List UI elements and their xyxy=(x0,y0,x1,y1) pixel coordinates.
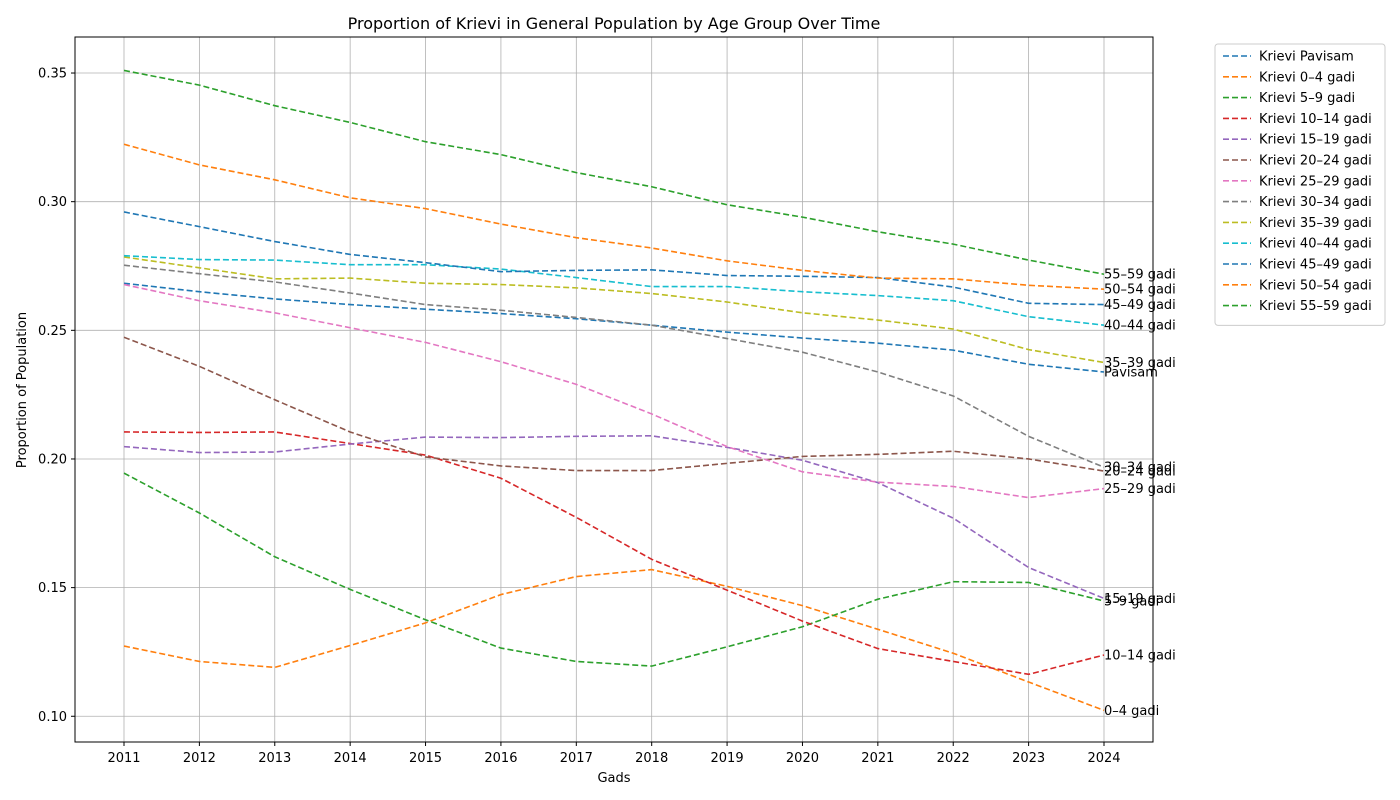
series-end-label: 35–39 gadi xyxy=(1104,356,1176,371)
legend: Krievi Pavisam Krievi 0–4 gadi Krievi 5–9 … xyxy=(1214,43,1386,326)
legend-entry: Krievi 25–29 gadi xyxy=(1259,174,1372,189)
series-layer xyxy=(123,69,1105,712)
x-tick-label: 2016 xyxy=(484,751,517,766)
x-tick-label: 2024 xyxy=(1087,751,1120,766)
y-axis-title: Proportion of Population xyxy=(15,312,30,468)
x-tick-label: 2020 xyxy=(786,751,819,766)
series-end-label: 0–4 gadi xyxy=(1104,704,1159,719)
legend-entry: Krievi 0–4 gadi xyxy=(1259,70,1355,85)
y-tick-label: 0.35 xyxy=(38,67,67,82)
legend-entry: Krievi 45–49 gadi xyxy=(1259,258,1372,273)
series-end-label: Pavisam xyxy=(1104,366,1158,381)
x-axis-title: Gads xyxy=(597,771,630,786)
series-end-label: 25–29 gadi xyxy=(1104,482,1176,497)
legend-box xyxy=(1214,43,1386,326)
legend-entry: Krievi 40–44 gadi xyxy=(1259,237,1372,252)
legend-entry: Krievi 50–54 gadi xyxy=(1259,278,1372,293)
x-tick-label: 2021 xyxy=(861,751,894,766)
legend-entry: Krievi 20–24 gadi xyxy=(1259,154,1372,169)
series-end-label: 30–34 gadi xyxy=(1104,461,1176,476)
x-tick-label: 2011 xyxy=(107,751,140,766)
y-tick-label: 0.15 xyxy=(38,581,67,596)
y-tick-label: 0.25 xyxy=(38,324,67,339)
legend-entry: Krievi 55–59 gadi xyxy=(1259,299,1372,314)
series-line xyxy=(123,256,1105,364)
series-end-label: 40–44 gadi xyxy=(1104,319,1176,334)
legend-entry: Krievi 30–34 gadi xyxy=(1259,195,1372,210)
series-line xyxy=(123,282,1105,373)
legend-entry: Krievi 35–39 gadi xyxy=(1259,216,1372,231)
series-line xyxy=(123,143,1105,290)
chart-title: Proportion of Krievi in General Populati… xyxy=(348,14,881,33)
series-end-label: 15–19 gadi xyxy=(1104,592,1176,607)
x-tick-label: 2022 xyxy=(937,751,970,766)
series-line xyxy=(123,435,1105,600)
grid-layer xyxy=(75,37,1153,742)
x-tick-label: 2014 xyxy=(334,751,367,766)
series-end-label: 45–49 gadi xyxy=(1104,298,1176,313)
series-line xyxy=(123,264,1105,468)
y-tick-label: 0.10 xyxy=(38,710,67,725)
end-label-layer: Pavisam 0–4 gadi 5–9 gadi 10–14 gadi 15–19 g… xyxy=(1104,268,1176,719)
y-tick-label: 0.30 xyxy=(38,195,67,210)
series-end-label: 20–24 gadi xyxy=(1104,465,1176,480)
x-tick-label: 2018 xyxy=(635,751,668,766)
plot-frame xyxy=(74,36,1154,743)
series-end-label: 55–59 gadi xyxy=(1104,268,1176,283)
series-end-label: 10–14 gadi xyxy=(1104,649,1176,664)
y-tick-label: 0.20 xyxy=(38,452,67,467)
series-end-label: 5–9 gadi xyxy=(1104,595,1159,610)
series-line xyxy=(123,283,1105,499)
series-line xyxy=(123,336,1105,472)
series-line xyxy=(123,568,1105,712)
legend-entry: Krievi 10–14 gadi xyxy=(1259,112,1372,127)
x-tick-label: 2017 xyxy=(560,751,593,766)
x-tick-label: 2013 xyxy=(258,751,291,766)
x-tick-label: 2023 xyxy=(1012,751,1045,766)
series-line xyxy=(123,211,1105,306)
tick-layer: 2011 2012 2013 2014 2015 2016 2017 2018 2019 2020… xyxy=(38,67,1121,766)
legend-entry: Krievi 15–19 gadi xyxy=(1259,133,1372,148)
series-line xyxy=(123,431,1105,676)
x-tick-label: 2015 xyxy=(409,751,442,766)
x-tick-label: 2019 xyxy=(711,751,744,766)
series-line xyxy=(123,472,1105,667)
legend-entry: Krievi 5–9 gadi xyxy=(1259,91,1355,106)
series-end-label: 50–54 gadi xyxy=(1104,283,1176,298)
legend-entry: Krievi Pavisam xyxy=(1259,50,1354,65)
series-line xyxy=(123,69,1105,276)
x-tick-label: 2012 xyxy=(183,751,216,766)
series-line xyxy=(123,254,1105,326)
